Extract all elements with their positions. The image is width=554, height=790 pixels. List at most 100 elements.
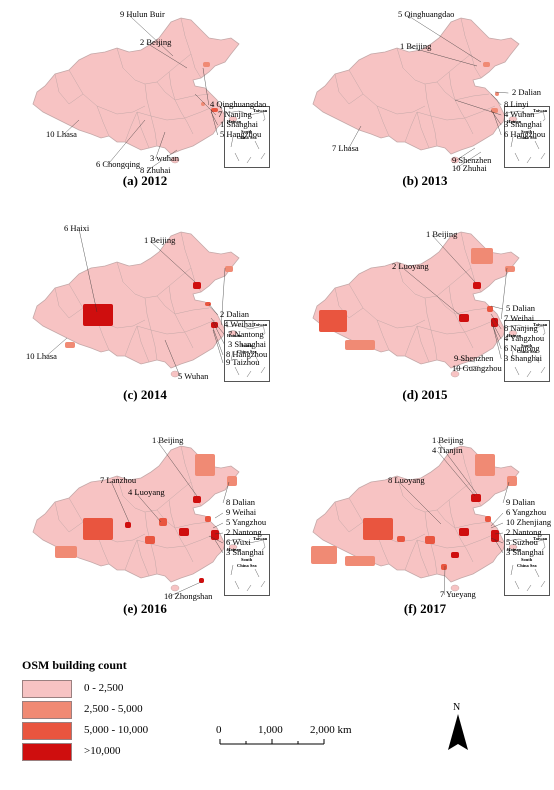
inset-scs-label-2: China Sea: [237, 135, 257, 140]
south-china-sea-inset: Taiwan Hainan South China Sea: [504, 106, 550, 168]
inset-hainan-label: Hainan: [507, 333, 522, 338]
city-label: 8 Zhuhai: [140, 165, 171, 175]
china-map: [32, 14, 240, 172]
panel-caption: (a) 2012: [122, 173, 168, 188]
city-label: 1 Beijing: [426, 229, 458, 239]
city-label: 2 Luoyang: [392, 261, 429, 271]
city-label: 2 Beijing: [140, 37, 172, 47]
scale-tick-2000: 2,000 km: [310, 724, 352, 736]
city-label: 7 Yueyang: [440, 589, 476, 599]
legend-label: >10,000: [84, 745, 121, 757]
panel-caption: (f) 2017: [403, 601, 447, 616]
scale-tick-1000: 1,000: [258, 724, 283, 736]
legend-swatch: [22, 701, 72, 719]
inset-scs-label-1: South: [241, 557, 253, 562]
legend-label: 2,500 - 5,000: [84, 703, 143, 715]
inset-scs-label-2: China Sea: [237, 563, 257, 568]
south-china-sea-inset: Taiwan Hainan South China Sea: [504, 320, 550, 382]
city-label: 2 Dalian: [512, 87, 542, 97]
inset-scs-label-1: South: [521, 557, 533, 562]
scale-bar: 0 1,000 2,000 km: [214, 724, 352, 755]
city-label: 7 Lanzhou: [100, 475, 137, 485]
city-label: 9 Shenzhen: [452, 155, 492, 165]
scale-tick-0: 0: [216, 724, 222, 736]
city-label: 7 Weihai: [504, 313, 535, 323]
inset-scs-label-1: South: [241, 343, 253, 348]
inset-map: [506, 538, 548, 592]
inset-scs-label-2: China Sea: [237, 349, 257, 354]
inset-map: [506, 324, 548, 378]
legend-label: 0 - 2,500: [84, 682, 124, 694]
map-panel-2: Taiwan Hainan South China Sea 5 Qinghuangdao…: [290, 8, 554, 266]
city-label: 2 Nantong: [226, 527, 262, 537]
city-label: 8 Linyi: [504, 99, 529, 109]
city-label: 10 Guangzhou: [452, 363, 502, 373]
south-china-sea-inset: Taiwan Hainan South China Sea: [504, 534, 550, 596]
panel-caption: (c) 2014: [123, 387, 167, 402]
map-panel-6: Taiwan Hainan South China Sea 1 Beijing 4 Tia…: [290, 436, 554, 694]
inset-taiwan-label: Taiwan: [253, 322, 268, 327]
inset-taiwan-label: Taiwan: [253, 536, 268, 541]
city-label: 6 Yangzhou: [506, 507, 547, 517]
inset-hainan-label: Hainan: [227, 333, 242, 338]
china-map: [32, 228, 240, 378]
north-label: N: [453, 702, 461, 713]
city-label: 5 Suzhou: [506, 537, 538, 547]
city-label: 7 Nantong: [228, 329, 264, 339]
city-label: 1 Shanghai: [220, 119, 259, 129]
city-label: 9 Hulun Buir: [120, 9, 165, 19]
city-label: 8 Nanjing: [504, 323, 538, 333]
map-panel-1: Taiwan Hainan South China Sea 9 Hulun Buir 2 …: [10, 8, 280, 266]
legend-swatch: [22, 743, 72, 761]
city-label: 3 Shanghai: [504, 353, 543, 363]
inset-taiwan-label: Taiwan: [533, 322, 548, 327]
city-label: 6 Chongqing: [96, 159, 141, 169]
panel-caption: (e) 2016: [123, 601, 167, 616]
china-map: [312, 231, 520, 378]
city-label: 9 Weihai: [226, 507, 257, 517]
south-china-sea-inset: Taiwan Hainan South China Sea: [224, 320, 270, 382]
city-label: 6 Haixi: [64, 223, 90, 233]
south-china-sea-inset: Taiwan Hainan South China Sea: [224, 534, 270, 596]
city-label: 4 Wuhan: [504, 109, 535, 119]
city-label: 3 Shanghai: [504, 119, 543, 129]
city-label: 10 Lhasa: [26, 351, 57, 361]
map-panel-4: Taiwan Hainan South China Sea 1 Beijing 2 Luo…: [290, 222, 554, 480]
city-label: 4 Tianjin: [432, 445, 463, 455]
city-label: 10 Zhongshan: [164, 591, 213, 601]
city-label: 7 Lhasa: [332, 143, 359, 153]
inset-taiwan-label: Taiwan: [253, 108, 268, 113]
city-label: 6 Wuxi: [226, 537, 251, 547]
china-map: [312, 14, 520, 170]
map-panel-5: Taiwan Hainan South China Sea 1 Beijing 7 Lan…: [10, 436, 280, 694]
city-label: 6 Nantong: [504, 343, 540, 353]
inset-map: [226, 324, 268, 378]
city-label: 10 Zhuhai: [452, 163, 487, 173]
inset-hainan-label: Hainan: [227, 119, 242, 124]
city-label: 10 Zhenjiang: [506, 517, 552, 527]
city-label: 6 Hangzhou: [504, 129, 546, 139]
city-label: 9 Shenzhen: [454, 353, 494, 363]
city-label: 2 Dalian: [220, 309, 250, 319]
city-label: 4 Weihai: [224, 319, 255, 329]
north-arrow-icon: [448, 714, 468, 750]
inset-map: [226, 110, 268, 164]
panel-caption: (b) 2013: [402, 173, 448, 188]
panel-caption: (d) 2015: [402, 387, 448, 402]
inset-taiwan-label: Taiwan: [533, 108, 548, 113]
city-label: 8 Luoyang: [388, 475, 425, 485]
inset-taiwan-label: Taiwan: [533, 536, 548, 541]
china-map: [311, 440, 520, 596]
south-china-sea-inset: Taiwan Hainan South China Sea: [224, 106, 270, 168]
legend-swatch: [22, 680, 72, 698]
legend-title: OSM building count: [22, 658, 127, 672]
city-label: 5 Hangzhou: [220, 129, 262, 139]
city-label: 8 Hangzhou: [226, 349, 268, 359]
city-label: 2 Nantong: [506, 527, 542, 537]
city-label: 7 Nanjing: [218, 109, 252, 119]
city-label: 5 Qinghuangdao: [398, 9, 455, 19]
legend-swatch: [22, 722, 72, 740]
city-label: 5 Yangzhou: [226, 517, 267, 527]
city-label: 1 Beijing: [400, 41, 432, 51]
city-label: 4 Yangzhou: [504, 333, 545, 343]
